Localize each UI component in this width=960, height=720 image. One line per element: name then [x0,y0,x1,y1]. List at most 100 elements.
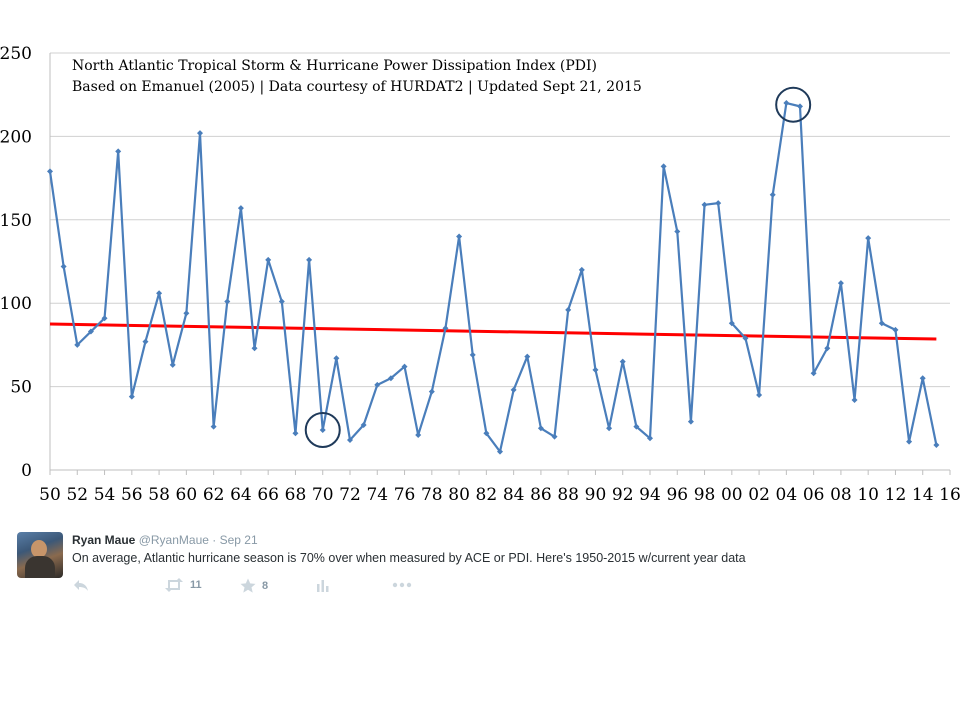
data-point [483,430,490,437]
data-point [606,425,613,432]
x-tick-label: 00 [721,485,743,505]
x-tick-label: 04 [776,485,798,505]
data-point [783,100,790,107]
retweet-button[interactable]: 11 [164,578,202,592]
x-tick-label: 16 [939,485,960,505]
tweet-header: Ryan Maue @RyanMaue · Sep 21 [72,533,258,547]
x-tick-label: 56 [121,485,143,505]
data-point [851,396,858,403]
x-tick-label: 82 [476,485,498,505]
data-point [142,338,149,345]
x-tick-label: 62 [203,485,225,505]
x-tick-label: 98 [694,485,716,505]
axes [49,53,951,475]
data-point [565,306,572,313]
tweet-author-name[interactable]: Ryan Maue [72,533,136,547]
data-point [210,423,217,430]
data-point [128,393,135,400]
y-tick-label: 0 [21,461,32,481]
data-point [919,375,926,382]
data-point [510,386,517,393]
data-point [306,256,313,263]
tweet-author-handle[interactable]: @RyanMaue [138,533,209,547]
annotation-circle [775,86,812,123]
data-point [660,163,667,170]
data-point [292,430,299,437]
data-point [906,438,913,445]
data-point [347,436,353,443]
data-point [183,310,190,317]
chart-subtitle: Based on Emanuel (2005) | Data courtesy … [72,79,642,95]
reply-icon [74,580,88,591]
x-tick-label: 94 [639,485,661,505]
x-tick-label: 54 [94,485,116,505]
more-button[interactable] [392,578,412,592]
data-point [387,375,394,382]
x-tick-label: 78 [421,485,443,505]
annotation-layer [304,86,812,448]
data-point [374,381,381,388]
data-point [224,298,231,305]
analytics-icon [317,580,329,592]
data-point [415,431,422,438]
retweet-icon [165,578,183,592]
series-layer [47,100,940,455]
data-point [837,280,844,287]
data-point [756,391,763,398]
analytics-button[interactable] [316,578,330,592]
data-point [578,266,585,273]
x-tick-label: 68 [285,485,307,505]
y-tick-label: 250 [0,44,32,64]
favorite-icon [240,578,256,593]
data-point [442,325,449,332]
x-tick-label: 06 [803,485,825,505]
data-point [156,290,163,297]
data-point [333,355,340,362]
data-point [647,435,653,442]
x-tick-label: 96 [666,485,688,505]
data-point [278,298,285,305]
trend-line-layer [49,322,937,341]
x-tick-label: 92 [612,485,634,505]
reply-button[interactable] [72,578,90,592]
data-point [797,103,803,110]
tweet-date[interactable]: Sep 21 [219,533,258,547]
series-line [48,101,938,453]
data-point [592,366,599,373]
x-tick-label: 66 [257,485,279,505]
x-tick-label: 84 [503,485,525,505]
data-point [115,148,122,155]
data-point [360,421,367,428]
more-icon [392,582,412,588]
x-tick-label: 88 [557,485,579,505]
data-point [633,423,640,430]
data-point [687,418,694,425]
data-point [251,345,258,352]
x-tick-label: 02 [748,485,770,505]
data-point [933,441,940,448]
data-point [401,363,408,370]
data-point [865,235,872,242]
data-point [456,233,463,240]
x-tick-label: 90 [585,485,607,505]
data-point [497,448,503,455]
x-tick-label: 70 [312,485,334,505]
data-point [892,326,899,333]
x-tick-label: 50 [39,485,61,505]
x-tick-labels: 50 52 54 56 58 60 62 64 66 68 70 72 74 76 78 80 82 84 86 88… [39,485,960,505]
avatar[interactable] [17,532,63,578]
data-point [237,205,244,212]
x-tick-label: 14 [912,485,934,505]
data-point [74,341,81,348]
pdi-chart: 0 50 100 150 200 250 50 52 54 56 58 60 62 64 66 68 70 72… [0,44,960,505]
tweet-separator: · [212,533,217,547]
x-tick-label: 72 [339,485,361,505]
x-tick-label: 80 [448,485,470,505]
x-tick-label: 08 [830,485,852,505]
data-point [824,345,831,352]
favorite-button[interactable]: 8 [240,578,268,594]
favorite-count: 8 [262,580,269,592]
x-tick-label: 10 [857,485,879,505]
data-point [878,320,885,327]
